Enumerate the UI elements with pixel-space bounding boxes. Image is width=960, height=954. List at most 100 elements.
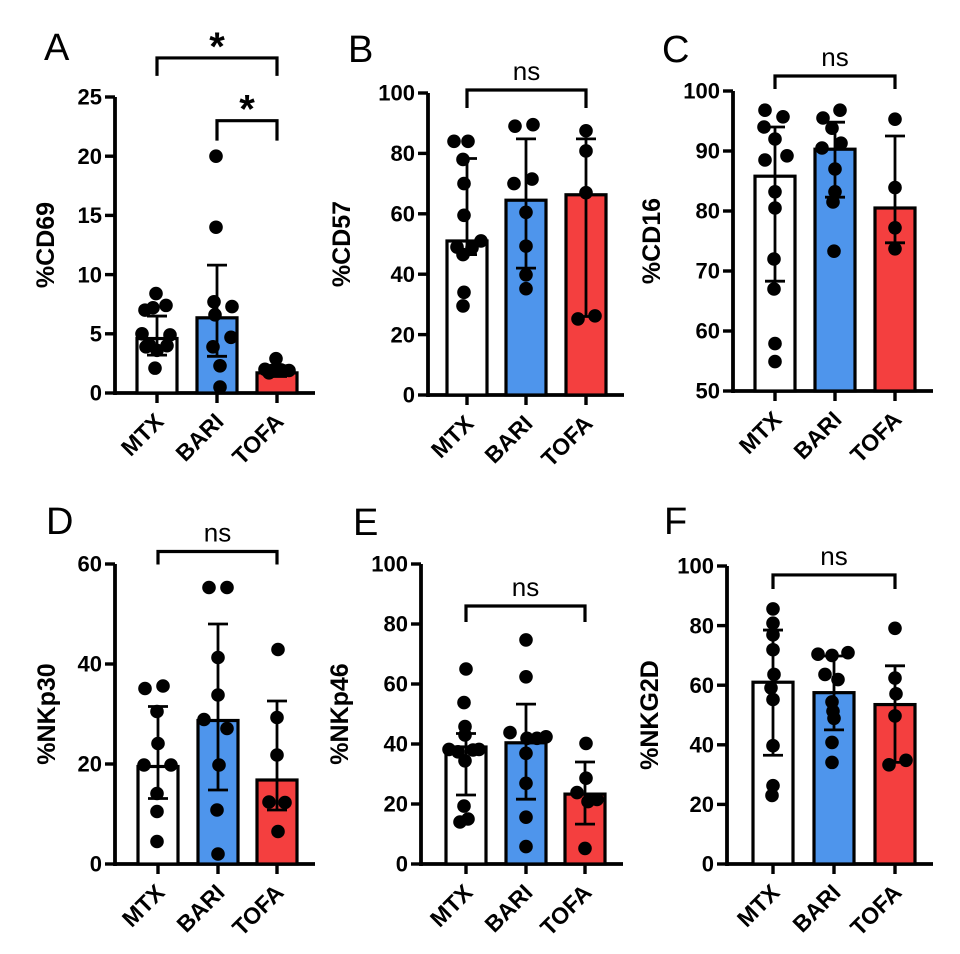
category-label: BARI bbox=[479, 410, 537, 468]
y-tick-label: 25 bbox=[78, 85, 102, 110]
data-point bbox=[213, 380, 227, 394]
y-tick-label: 60 bbox=[384, 672, 408, 697]
data-point bbox=[815, 141, 829, 155]
y-axis-label: %CD57 bbox=[328, 201, 356, 287]
data-point bbox=[456, 299, 470, 313]
data-point bbox=[579, 123, 593, 138]
panel-F: F 0 20 40 60 80 100 %NKG2D MTX BARI TOFA ns bbox=[640, 477, 960, 954]
data-point bbox=[447, 134, 461, 149]
data-point bbox=[457, 285, 471, 300]
y-tick-label: 20 bbox=[78, 752, 102, 777]
data-point bbox=[519, 810, 533, 824]
data-point bbox=[889, 687, 903, 701]
panel-letter: B bbox=[348, 29, 373, 71]
data-point bbox=[270, 748, 284, 762]
data-point bbox=[138, 681, 152, 696]
data-point bbox=[816, 111, 830, 125]
data-point bbox=[766, 738, 780, 753]
data-point bbox=[271, 642, 285, 657]
data-point bbox=[164, 758, 178, 772]
data-point bbox=[209, 149, 223, 163]
y-tick-label: 100 bbox=[371, 552, 408, 577]
data-point bbox=[834, 136, 848, 150]
data-point bbox=[150, 804, 164, 819]
data-point bbox=[457, 799, 471, 813]
significance-label: ns bbox=[512, 572, 539, 602]
data-point bbox=[519, 268, 533, 282]
data-point bbox=[766, 616, 780, 631]
data-point bbox=[461, 134, 475, 149]
category-label: TOFA bbox=[845, 879, 906, 940]
significance-bracket bbox=[464, 604, 587, 622]
data-point bbox=[888, 671, 902, 685]
panel-letter: E bbox=[353, 502, 378, 544]
category-label: MTX bbox=[117, 879, 170, 932]
data-point bbox=[570, 785, 584, 800]
data-point bbox=[211, 688, 225, 702]
y-tick-label: 60 bbox=[78, 552, 102, 577]
panel-A: A 0 5 10 15 20 25 %CD69 MTX BARI TOFA * * bbox=[0, 0, 320, 477]
data-point bbox=[149, 286, 163, 301]
data-point bbox=[825, 648, 839, 663]
y-tick-label: 100 bbox=[677, 554, 714, 579]
data-point bbox=[841, 645, 855, 660]
data-point bbox=[888, 242, 902, 256]
data-point bbox=[151, 736, 165, 751]
data-point bbox=[519, 670, 533, 684]
data-point bbox=[139, 340, 153, 354]
category-label: MTX bbox=[732, 879, 785, 932]
significance-label: ns bbox=[513, 56, 540, 86]
y-tick-label: 0 bbox=[403, 383, 415, 408]
data-point bbox=[899, 753, 913, 768]
y-tick-label: 0 bbox=[90, 852, 102, 877]
panel-B: B 0 20 40 60 80 100 %CD57 MTX BARI TOFA ns bbox=[320, 0, 640, 477]
data-point bbox=[579, 185, 593, 200]
y-axis-label: %NKp30 bbox=[33, 663, 61, 764]
significance-bracket bbox=[771, 573, 897, 589]
data-point bbox=[207, 295, 221, 309]
data-point bbox=[456, 152, 470, 167]
data-point bbox=[135, 327, 149, 341]
data-point bbox=[888, 709, 902, 723]
data-point bbox=[213, 358, 227, 373]
data-point bbox=[525, 172, 539, 186]
data-point bbox=[882, 757, 896, 772]
data-point bbox=[220, 580, 234, 595]
data-point bbox=[519, 633, 533, 647]
data-point bbox=[768, 132, 782, 146]
y-tick-label: 20 bbox=[690, 792, 714, 817]
data-point bbox=[271, 824, 285, 839]
data-point bbox=[456, 247, 470, 262]
data-point bbox=[776, 110, 790, 124]
y-tick-label: 70 bbox=[696, 259, 720, 284]
y-tick-label: 60 bbox=[690, 673, 714, 698]
data-point bbox=[507, 176, 521, 191]
panel-letter: D bbox=[46, 501, 73, 543]
data-point bbox=[768, 201, 782, 215]
data-point bbox=[137, 758, 151, 772]
y-tick-label: 100 bbox=[683, 79, 720, 104]
category-label: MTX bbox=[116, 408, 169, 461]
data-point bbox=[148, 361, 162, 375]
data-point bbox=[766, 642, 780, 657]
data-point bbox=[269, 351, 283, 366]
data-point bbox=[262, 795, 276, 809]
data-point bbox=[138, 303, 152, 317]
significance-label: * bbox=[239, 88, 255, 132]
y-tick-label: 20 bbox=[391, 322, 415, 347]
data-point bbox=[888, 221, 902, 235]
data-point bbox=[579, 736, 593, 751]
data-point bbox=[828, 162, 842, 176]
significance-bracket bbox=[215, 119, 279, 141]
y-axis-label: %NKG2D bbox=[640, 660, 664, 770]
data-point bbox=[764, 681, 778, 695]
significance-label: ns bbox=[821, 42, 848, 72]
data-point bbox=[571, 312, 585, 326]
category-label: TOFA bbox=[535, 879, 596, 940]
y-tick-label: 20 bbox=[78, 144, 102, 169]
data-point bbox=[519, 839, 533, 854]
